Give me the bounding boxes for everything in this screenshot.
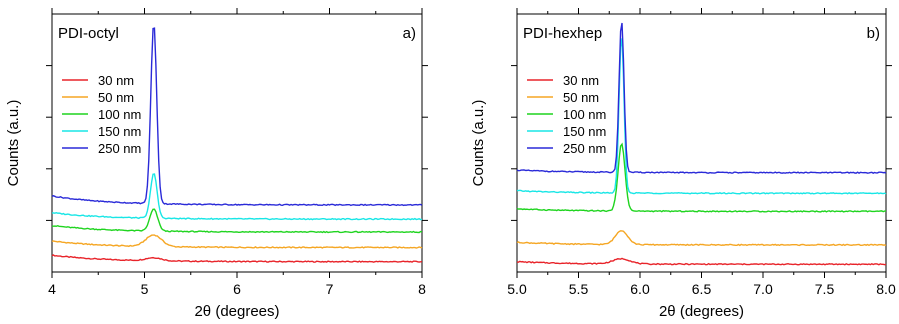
series-line-100-nm xyxy=(516,142,887,213)
x-tick-label: 7.0 xyxy=(753,281,773,297)
x-axis-label: 2θ (degrees) xyxy=(194,303,279,320)
x-tick-label: 7 xyxy=(326,281,334,297)
x-tick-label: 4 xyxy=(48,281,56,297)
legend-label: 150 nm xyxy=(563,124,606,139)
x-tick-label: 8 xyxy=(418,281,426,297)
y-axis-label: Counts (a.u.) xyxy=(470,100,487,187)
legend-label: 250 nm xyxy=(563,141,606,156)
panel-a: Counts (a.u.) 2θ (degrees) PDI-octyl a) … xyxy=(5,8,428,320)
x-tick-label: 6.5 xyxy=(692,281,712,297)
x-tick-label: 6.0 xyxy=(630,281,650,297)
x-tick-label: 6 xyxy=(233,281,241,297)
x-tick-label: 5.5 xyxy=(569,281,589,297)
series-line-150-nm xyxy=(51,173,423,221)
panel-label: b) xyxy=(867,25,880,42)
legend-label: 100 nm xyxy=(98,107,141,122)
x-tick-label: 5.0 xyxy=(507,281,527,297)
series-line-30-nm xyxy=(516,257,887,266)
x-tick-label: 7.5 xyxy=(815,281,835,297)
panel-b: Counts (a.u.) 2θ (degrees) PDI-hexhep b)… xyxy=(470,8,896,320)
legend-label: 250 nm xyxy=(98,141,141,156)
series-line-250-nm xyxy=(516,22,887,174)
sample-name: PDI-octyl xyxy=(58,25,119,42)
legend-label: 30 nm xyxy=(563,73,599,88)
legend-label: 100 nm xyxy=(563,107,606,122)
series-line-30-nm xyxy=(51,254,423,263)
series-line-100-nm xyxy=(51,208,423,234)
y-axis-label: Counts (a.u.) xyxy=(5,100,22,187)
panel-label: a) xyxy=(403,25,416,42)
legend-label: 150 nm xyxy=(98,124,141,139)
legend-label: 50 nm xyxy=(98,90,134,105)
x-axis-label: 2θ (degrees) xyxy=(659,303,744,320)
x-tick-label: 5 xyxy=(141,281,149,297)
legend-label: 30 nm xyxy=(98,73,134,88)
sample-name: PDI-hexhep xyxy=(523,25,602,42)
series-line-250-nm xyxy=(51,27,423,207)
legend-label: 50 nm xyxy=(563,90,599,105)
series-line-150-nm xyxy=(516,38,887,195)
x-tick-label: 8.0 xyxy=(876,281,896,297)
series-line-50-nm xyxy=(516,230,887,247)
series-line-50-nm xyxy=(51,234,423,249)
